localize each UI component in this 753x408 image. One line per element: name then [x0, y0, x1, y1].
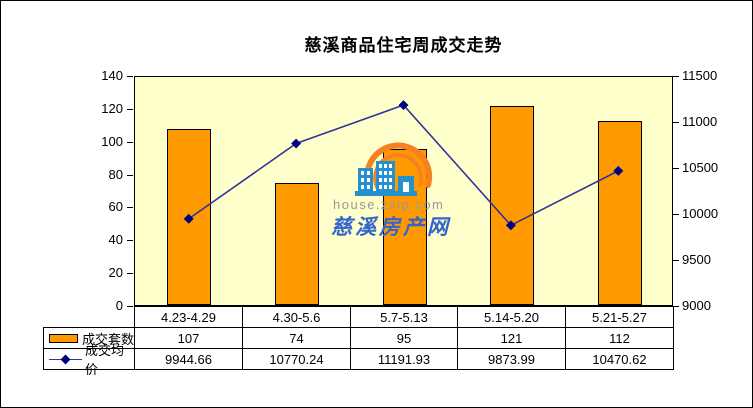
price-value-cell: 9944.66 — [134, 348, 243, 370]
right-axis-label-11000: 11000 — [682, 114, 718, 129]
axis-tick — [673, 214, 679, 215]
bar-legend-swatch-icon — [49, 333, 78, 343]
category-cell: 5.14-5.20 — [457, 306, 566, 328]
axis-tick — [127, 207, 133, 208]
axis-tick — [127, 109, 133, 110]
units-value-cell: 112 — [565, 327, 674, 349]
category-cell: 4.30-5.6 — [242, 306, 351, 328]
axis-tick — [127, 273, 133, 274]
price-value-cell: 11191.93 — [350, 348, 458, 370]
units-value-cell: 107 — [134, 327, 243, 349]
axis-tick — [127, 240, 133, 241]
left-axis-label-140: 140 — [101, 68, 123, 83]
axis-tick — [127, 76, 133, 77]
axis-tick — [673, 306, 679, 307]
legend-cell-price: 成交均价 — [43, 343, 135, 377]
right-axis-label-9000: 9000 — [682, 298, 711, 313]
right-axis-label-10500: 10500 — [682, 160, 719, 175]
axis-tick — [673, 260, 679, 261]
axis-tick — [673, 76, 679, 77]
axis-tick — [673, 168, 679, 169]
price-marker-4.30-5.6 — [291, 138, 302, 149]
axis-tick — [127, 306, 133, 307]
price-line — [188, 104, 619, 227]
plot-area — [134, 76, 673, 306]
price-value-cell: 10770.24 — [242, 348, 351, 370]
units-value-cell: 121 — [457, 327, 566, 349]
price-value-cell: 10470.62 — [565, 348, 674, 370]
axis-tick — [127, 175, 133, 176]
category-cell: 5.21-5.27 — [565, 306, 674, 328]
price-value-cell: 9873.99 — [457, 348, 566, 370]
bar-4.30-5.6 — [275, 183, 319, 305]
bars-layer — [135, 77, 672, 305]
bar-5.21-5.27 — [598, 121, 642, 305]
price-marker-5.21-5.27 — [613, 165, 624, 176]
left-axis-label-80: 80 — [108, 167, 123, 182]
axis-tick — [127, 142, 133, 143]
units-value-cell: 95 — [350, 327, 458, 349]
price-marker-4.23-4.29 — [183, 213, 194, 224]
chart-title: 慈溪商品住宅周成交走势 — [304, 36, 503, 55]
units-value-cell: 74 — [242, 327, 351, 349]
right-axis-label-10000: 10000 — [682, 206, 719, 221]
price-line-series — [183, 100, 624, 231]
left-axis-label-40: 40 — [108, 232, 123, 247]
right-axis-label-9500: 9500 — [682, 252, 711, 267]
right-axis-label-11500: 11500 — [682, 68, 718, 83]
price-marker-5.14-5.20 — [505, 220, 516, 231]
axis-tick — [673, 122, 679, 123]
left-axis-label-0: 0 — [115, 298, 123, 313]
bar-5.14-5.20 — [490, 106, 534, 305]
left-axis-label-20: 20 — [108, 265, 123, 280]
left-axis-label-60: 60 — [108, 199, 123, 214]
category-cell: 4.23-4.29 — [134, 306, 243, 328]
left-axis-label-120: 120 — [101, 101, 123, 116]
line-legend-swatch-icon — [49, 354, 82, 364]
category-cell: 5.7-5.13 — [350, 306, 458, 328]
left-axis-label-100: 100 — [101, 134, 123, 149]
